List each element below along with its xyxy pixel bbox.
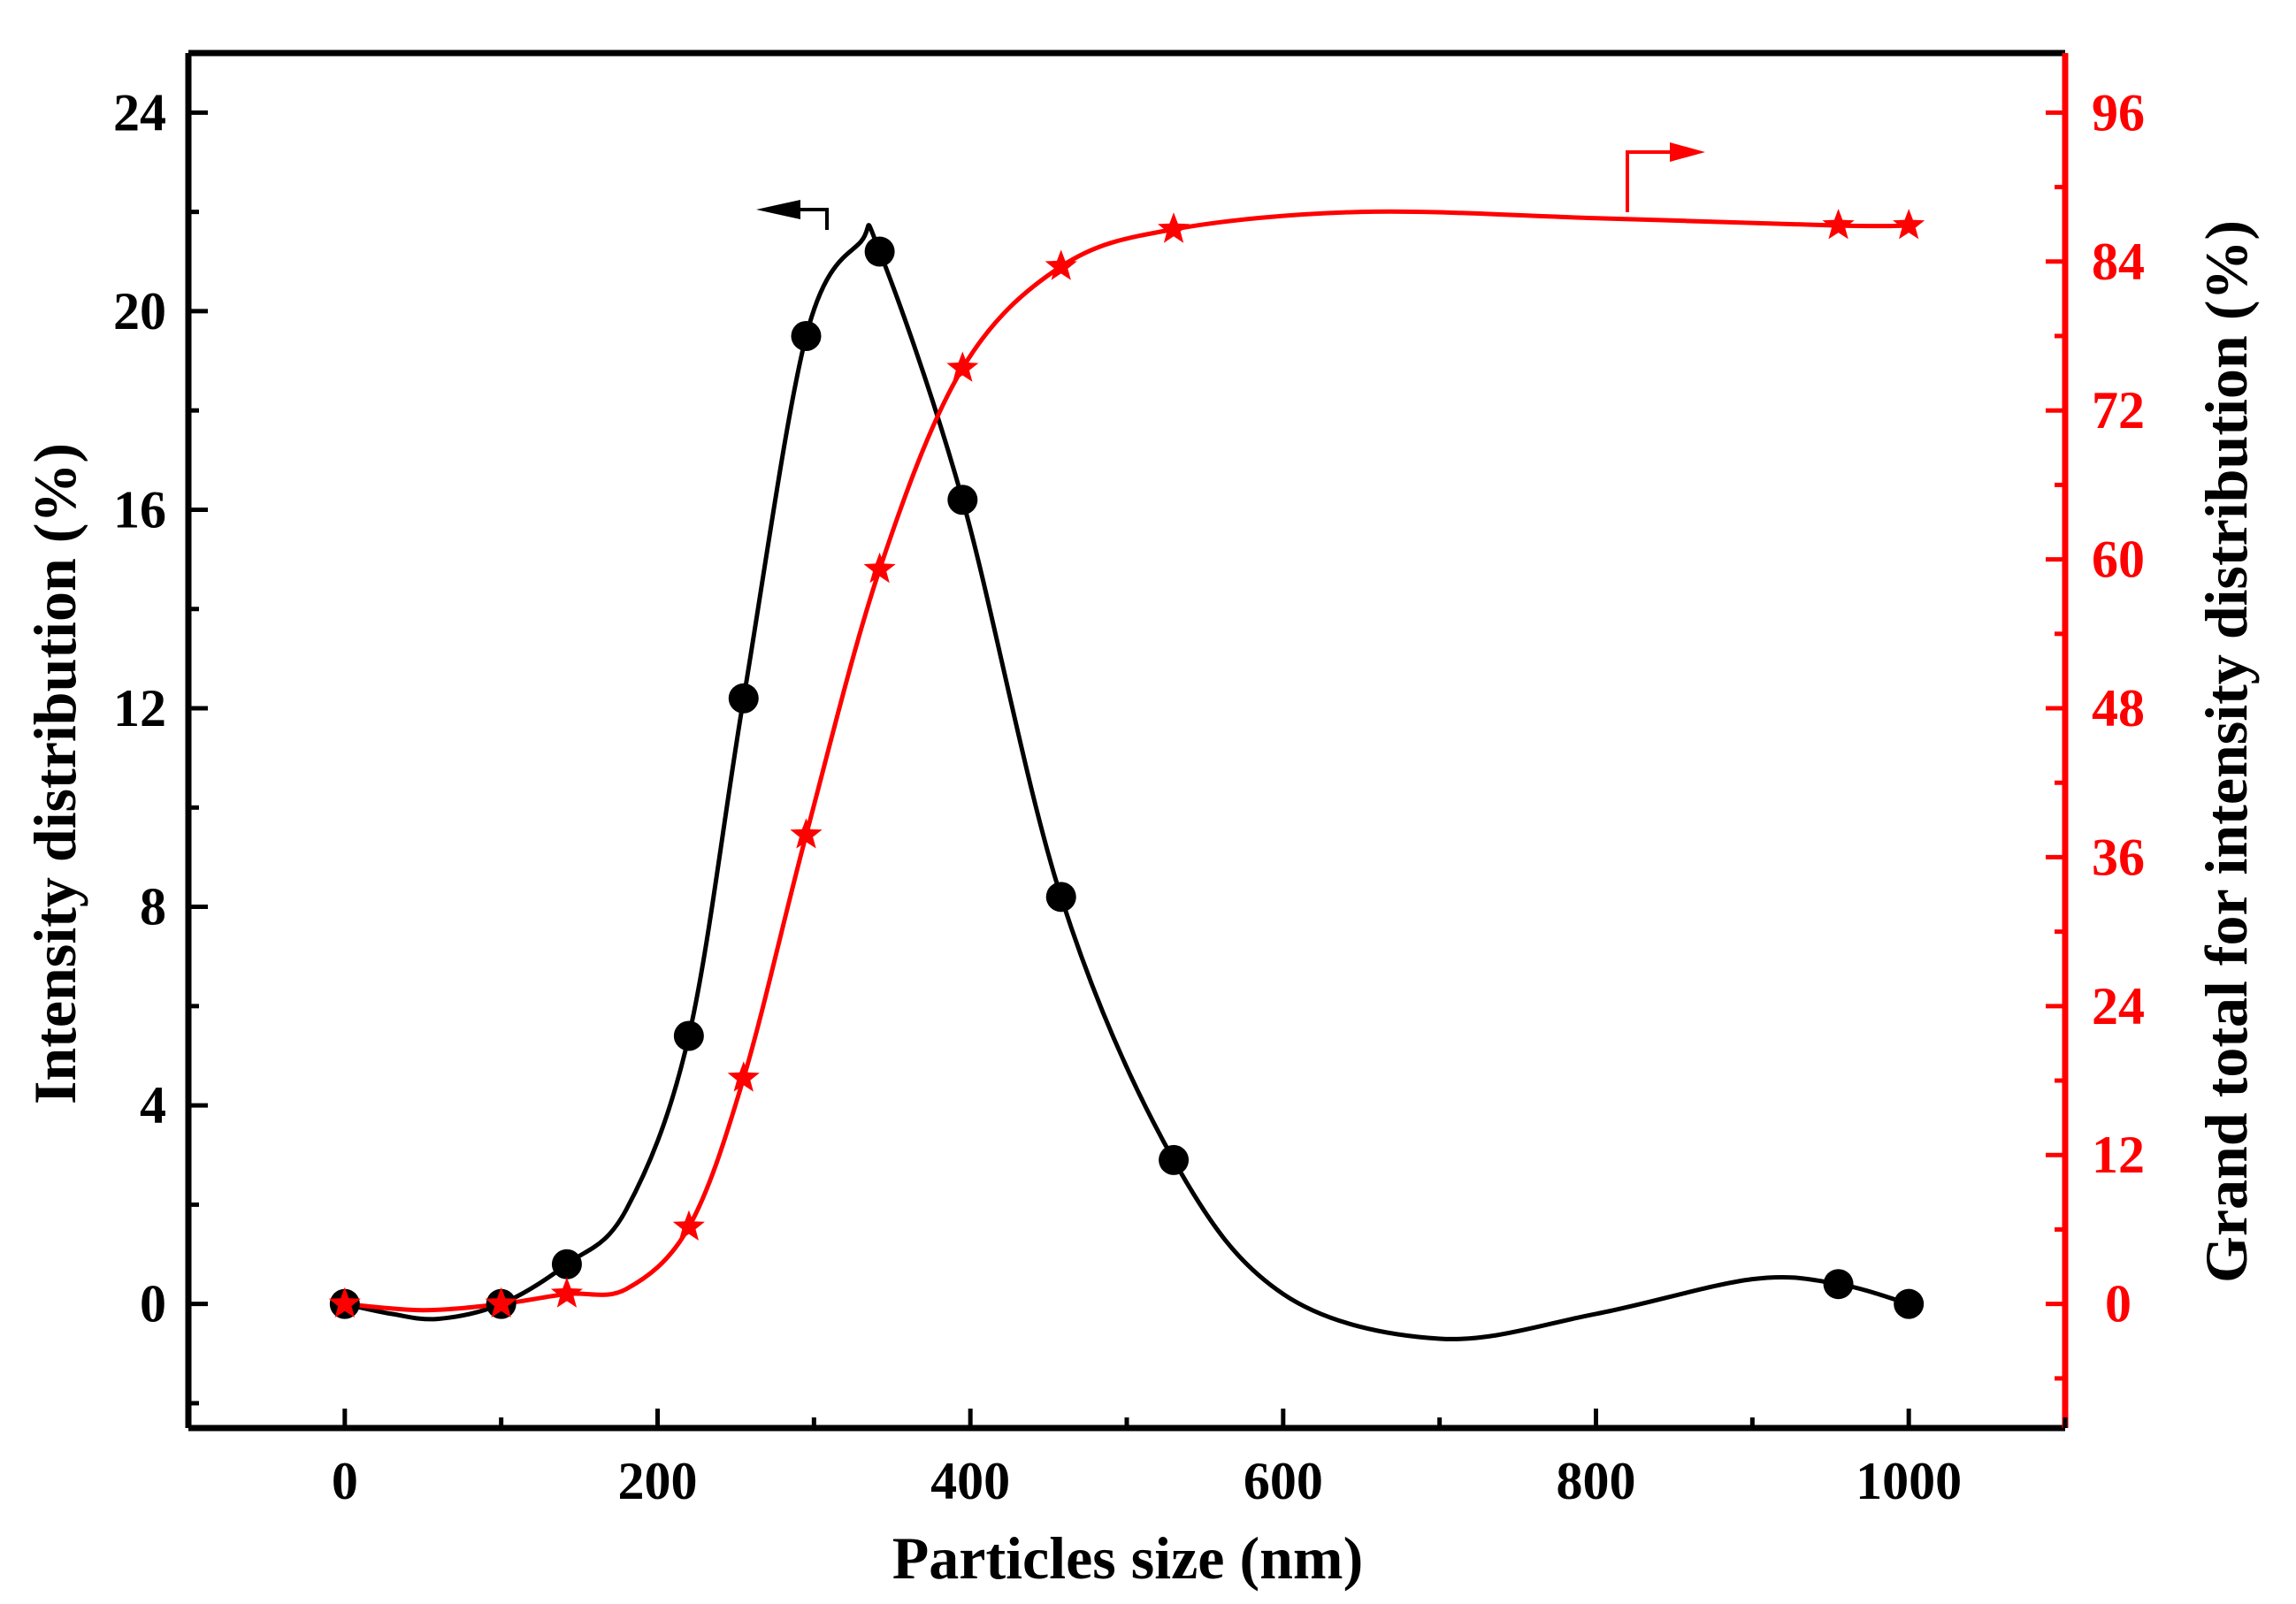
intensity-point <box>791 320 822 351</box>
data-markers <box>328 209 1925 1319</box>
y-left-tick-label: 12 <box>113 679 166 737</box>
left-axis-arrow-head <box>756 200 800 219</box>
cumulative-point <box>1045 249 1077 280</box>
x-tick-label: 200 <box>618 1452 698 1510</box>
y-right-tick-label: 60 <box>2092 531 2145 589</box>
y-left-tick-label: 20 <box>113 282 166 340</box>
intensity-point <box>551 1249 582 1279</box>
y-right-axis-title: Grand total for intensity distribution (… <box>2193 220 2260 1283</box>
y-left-tick-label: 16 <box>113 480 166 538</box>
cumulative-point <box>946 351 979 382</box>
y-right-tick-label: 12 <box>2092 1126 2145 1184</box>
y-right-tick-label: 48 <box>2092 679 2145 737</box>
intensity-point <box>1894 1288 1925 1319</box>
y-right-tick-label: 72 <box>2092 381 2145 439</box>
y-right-tick-label: 36 <box>2092 828 2145 886</box>
x-tick-label: 600 <box>1244 1452 1323 1510</box>
y-right-tick-label: 0 <box>2105 1275 2131 1333</box>
y-right-tick-label: 84 <box>2092 233 2145 291</box>
cumulative-point <box>790 818 823 849</box>
cumulative-point <box>1158 212 1190 243</box>
left-axis-arrow-line <box>800 208 829 230</box>
tick-labels: 0 200 400 600 800 100004812162024012243648607… <box>113 83 2145 1510</box>
cumulative-point <box>1822 209 1855 240</box>
cumulative-point <box>1893 209 1925 240</box>
y-left-tick-label: 0 <box>140 1275 166 1333</box>
cumulative-point <box>328 1287 361 1318</box>
y-left-tick-label: 4 <box>140 1076 166 1134</box>
right-axis-arrow-line <box>1626 150 1672 212</box>
intensity-point <box>1045 882 1076 913</box>
cumulative-point <box>485 1287 517 1318</box>
intensity-point <box>728 683 759 714</box>
y-left-tick-label: 8 <box>140 878 166 936</box>
intensity-point <box>1159 1144 1190 1175</box>
x-tick-label: 400 <box>930 1452 1010 1510</box>
cumulative-point <box>550 1277 583 1308</box>
series-direction-arrows <box>756 142 1705 230</box>
right-axis-arrow-head <box>1670 142 1705 162</box>
intensity-point <box>1823 1269 1854 1300</box>
intensity-point <box>673 1020 704 1051</box>
cumulative-point <box>863 552 896 584</box>
intensity-curve <box>344 223 1910 1341</box>
x-tick-label: 1000 <box>1856 1452 1962 1510</box>
cumulative-point <box>727 1061 760 1092</box>
x-axis-title: Particles size (nm) <box>892 1524 1363 1592</box>
y-right-tick-label: 24 <box>2092 977 2145 1035</box>
axes <box>185 50 2069 1432</box>
y-left-axis-title: Intensity distribution (%) <box>21 443 88 1104</box>
x-tick-label: 0 <box>332 1452 358 1510</box>
cumulative-point <box>672 1210 705 1241</box>
y-left-tick-label: 24 <box>113 83 166 141</box>
intensity-point <box>947 485 978 516</box>
intensity-point <box>864 236 895 267</box>
x-tick-label: 800 <box>1557 1452 1636 1510</box>
y-right-tick-label: 96 <box>2092 83 2145 141</box>
